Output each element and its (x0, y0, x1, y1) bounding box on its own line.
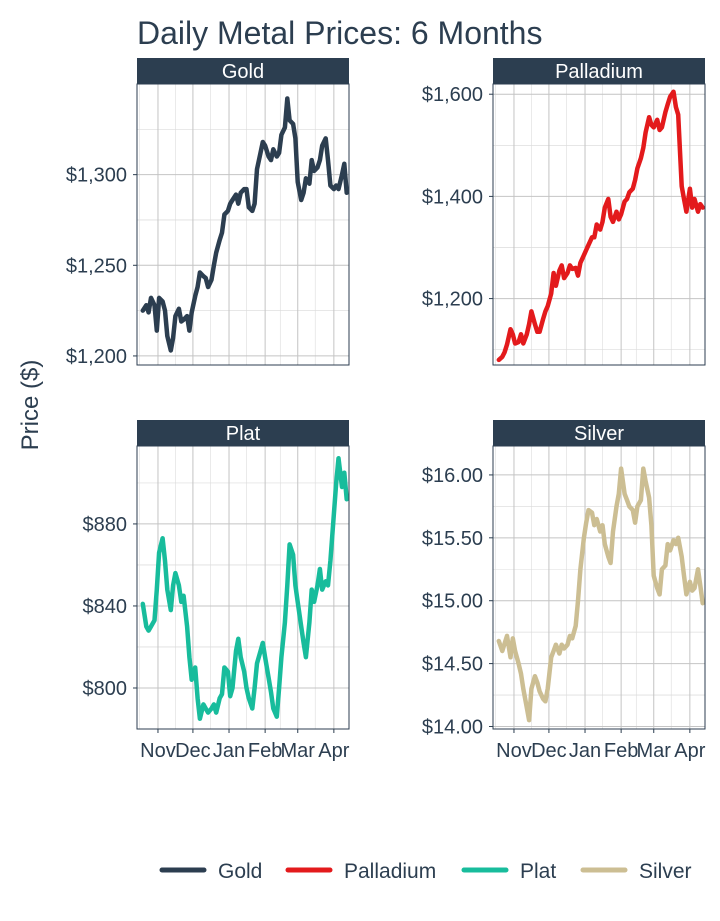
panel-border (136, 83, 350, 366)
x-tick-label: Apr (674, 740, 705, 762)
x-tick-label: Mar (637, 740, 672, 762)
y-tick-label: $1,300 (66, 165, 127, 187)
legend-item-plat: Plat (461, 860, 556, 883)
series-line-gold (140, 96, 349, 353)
legend-label: Palladium (344, 860, 436, 883)
x-tick-label: Dec (175, 740, 211, 762)
legend-item-silver: Silver (580, 860, 692, 883)
strip-background (493, 420, 705, 446)
panels: Gold $1,200 $1,250 $1,300 Palladium $1,200 $1,… (66, 58, 706, 762)
legend: Gold Palladium Plat Silver (159, 860, 692, 883)
y-tick-label: $840 (83, 596, 128, 618)
legend-item-gold: Gold (159, 860, 262, 883)
x-tick-label: Jan (213, 740, 245, 762)
panel-gold: Gold $1,200 $1,250 $1,300 (66, 58, 350, 368)
y-tick-label: $14.00 (422, 716, 483, 738)
y-tick-label: $14.50 (422, 654, 483, 676)
x-tick-label: Nov (140, 740, 176, 762)
legend-item-palladium: Palladium (285, 860, 436, 883)
x-tick-label: Jan (569, 740, 601, 762)
strip-background (137, 420, 349, 446)
legend-label: Silver (639, 860, 692, 883)
x-tick-label: Mar (281, 740, 316, 762)
series-line-silver (496, 466, 705, 723)
x-tick-label: Dec (531, 740, 567, 762)
series-line-plat (140, 456, 349, 721)
y-tick-label: $800 (83, 678, 128, 700)
strip-label: Palladium (555, 61, 643, 83)
strip-background (493, 58, 705, 84)
x-tick-label: Feb (604, 740, 638, 762)
series-line-palladium (496, 89, 705, 363)
strip-background (137, 58, 349, 84)
legend-label: Gold (218, 860, 262, 883)
strip-label: Silver (574, 423, 624, 445)
y-tick-label: $880 (83, 514, 128, 536)
strip-label: Gold (222, 61, 264, 83)
y-tick-label: $16.00 (422, 465, 483, 487)
y-tick-label: $1,400 (422, 186, 483, 208)
y-tick-label: $1,250 (66, 255, 127, 277)
x-tick-label: Feb (248, 740, 282, 762)
y-axis-label: Price ($) (17, 360, 44, 451)
y-tick-label: $1,200 (66, 346, 127, 368)
x-tick-label: Apr (318, 740, 349, 762)
strip-label: Plat (226, 423, 261, 445)
x-tick-label: Nov (496, 740, 532, 762)
y-tick-label: $1,600 (422, 84, 483, 106)
y-tick-label: $15.50 (422, 528, 483, 550)
chart-title: Daily Metal Prices: 6 Months (137, 15, 542, 51)
y-tick-label: $1,200 (422, 289, 483, 311)
panel-silver: Silver $14.00 $14.50 $15.00 $15.50 $16.00 Nov D… (422, 420, 706, 762)
y-tick-label: $15.00 (422, 591, 483, 613)
legend-label: Plat (520, 860, 556, 883)
panel-palladium: Palladium $1,200 $1,400 $1,600 (422, 58, 706, 366)
